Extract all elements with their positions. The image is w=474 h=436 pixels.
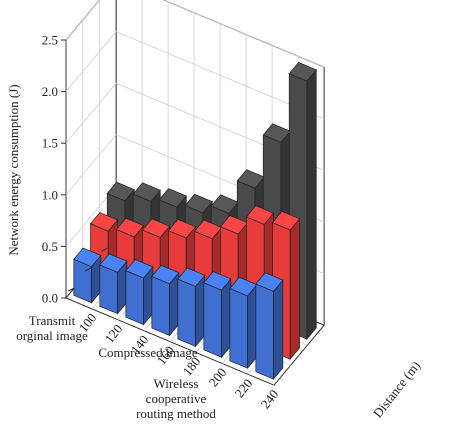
series-label-line: cooperative — [146, 391, 207, 406]
y-tick-label: 2.5 — [42, 33, 58, 48]
y-tick-label: 0.5 — [42, 239, 58, 254]
bar-top-face — [141, 218, 171, 238]
bar-top-face — [73, 247, 102, 268]
bar-front-face — [255, 283, 274, 380]
bar — [255, 272, 284, 381]
bar-front-face — [99, 264, 118, 315]
bars — [73, 62, 317, 381]
y-axis: 0.0 0.5 1.0 1.5 2.0 2.5 Network energy consump… — [6, 33, 66, 306]
bar-top-face — [99, 253, 128, 273]
series-label: Compressed image — [98, 345, 198, 360]
bar-top-face — [177, 267, 206, 287]
bar-front-face — [151, 275, 170, 336]
bar-side-face — [247, 283, 258, 370]
bar-top-face — [255, 272, 284, 292]
series-label: Transmit orginal image — [16, 313, 88, 343]
bar-front-face — [125, 270, 144, 326]
bar-top-face — [151, 264, 180, 285]
bar-top-face — [184, 193, 213, 214]
bar — [99, 253, 128, 315]
bar-side-face — [273, 279, 284, 381]
bar-side-face — [306, 68, 317, 341]
bar-top-face — [89, 212, 119, 232]
x-tick-label: 120 — [102, 321, 126, 346]
x-axis-title: Distance (m) — [370, 358, 423, 420]
series-label-line: Transmit — [29, 313, 76, 328]
bar-top-face — [271, 211, 301, 231]
x-tick-label: 200 — [206, 365, 230, 390]
bar — [229, 276, 258, 370]
series-tick-mark — [101, 247, 108, 252]
bar-front-face — [177, 278, 196, 347]
bar-top-face — [167, 219, 197, 239]
series-label-line: Compressed image — [98, 345, 198, 360]
bar — [203, 271, 232, 359]
bar-top-face — [106, 181, 135, 202]
bar-top-face — [125, 259, 154, 279]
bar-top-face — [158, 188, 187, 208]
y-tick-label: 1.5 — [42, 136, 58, 151]
bar-top-face — [288, 62, 317, 82]
series-label-line: orginal image — [16, 328, 88, 343]
series-labels: Wireless cooperative routing method Compres… — [16, 247, 216, 421]
series-label-line: Wireless — [154, 376, 199, 391]
bar-top-face — [203, 271, 232, 291]
bar-side-face — [221, 278, 232, 359]
y-axis-title: Network energy consumption (J) — [6, 84, 21, 255]
bar — [73, 247, 102, 304]
series-tick-mark — [68, 287, 75, 292]
bar — [177, 267, 206, 348]
bar-front-face — [203, 282, 222, 358]
y-tick-label: 2.0 — [42, 84, 58, 99]
bar-side-face — [289, 217, 300, 361]
bar-top-face — [132, 182, 161, 202]
bar — [151, 264, 180, 337]
y-tick-label: 0.0 — [42, 291, 58, 306]
x-tick-label: 220 — [232, 376, 256, 401]
bar — [125, 259, 154, 326]
bar-side-face — [195, 274, 206, 348]
bar-front-face — [229, 287, 248, 369]
series-label-line: routing method — [136, 406, 216, 421]
x-tick-label: 240 — [258, 387, 282, 412]
y-tick-label: 1.0 — [42, 187, 58, 202]
series-tick-mark — [84, 267, 92, 272]
series-label: Wireless cooperative routing method — [136, 376, 216, 421]
bar-top-face — [245, 205, 275, 225]
bar-top-face — [115, 217, 145, 238]
